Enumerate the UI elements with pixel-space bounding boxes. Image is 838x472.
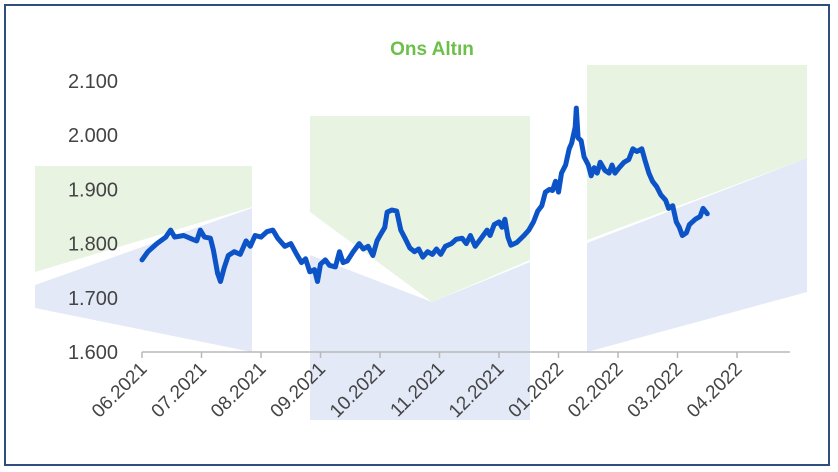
y-tick-label: 1.600 [68, 342, 118, 364]
y-tick-label: 1.900 [68, 179, 118, 201]
series-line [139, 105, 710, 284]
watermark-green-3 [587, 65, 807, 240]
series-group [139, 105, 710, 284]
y-tick-label: 2.100 [68, 71, 118, 93]
y-tick-label: 1.800 [68, 234, 118, 256]
y-axis: 1.600 1.700 1.800 1.900 2.000 2.100 [68, 71, 118, 364]
chart-title: Ons Altın [390, 39, 474, 60]
x-tick-label: 03.2022 [624, 359, 687, 422]
y-tick-label: 2.000 [68, 125, 118, 147]
x-tick-label: 08.2021 [207, 359, 270, 422]
watermark-blue-1 [35, 208, 252, 352]
x-tick-label: 06.2021 [88, 359, 151, 422]
x-tick-label: 02.2022 [564, 359, 627, 422]
watermark-green-1 [35, 166, 252, 272]
x-tick-label: 07.2021 [148, 359, 211, 422]
watermark-blue-3 [587, 158, 807, 352]
watermark-blue-2 [310, 255, 530, 420]
y-tick-label: 1.700 [68, 288, 118, 310]
x-tick-label: 04.2022 [683, 359, 746, 422]
watermark-logo [35, 65, 807, 420]
watermark-green-2 [310, 116, 530, 302]
